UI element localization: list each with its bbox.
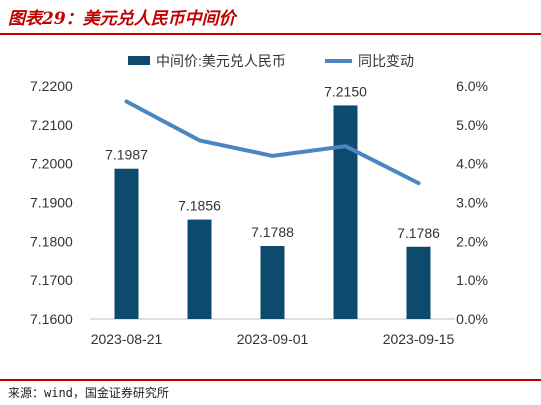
title-divider bbox=[0, 33, 541, 35]
legend-line-label: 同比变动 bbox=[358, 53, 414, 69]
left-axis-tick-label: 7.1800 bbox=[30, 233, 73, 249]
figure-title: 图表29：美元兑人民币中间价 bbox=[8, 9, 236, 29]
right-axis-tick-label: 2.0% bbox=[456, 233, 488, 249]
legend: 中间价:美元兑人民币 同比变动 bbox=[128, 53, 414, 69]
left-axis-tick-label: 7.1700 bbox=[30, 272, 73, 288]
bar-data-label: 7.1788 bbox=[251, 224, 294, 240]
x-axis-tick-label: 2023-08-21 bbox=[91, 331, 163, 347]
yoy-change-line bbox=[124, 99, 421, 186]
x-axis-tick-label: 2023-09-01 bbox=[237, 331, 309, 347]
left-axis-tick-label: 7.2000 bbox=[30, 156, 73, 172]
right-axis-tick-label: 1.0% bbox=[456, 272, 488, 288]
bars bbox=[114, 105, 431, 320]
left-axis-tick-label: 7.1600 bbox=[30, 311, 73, 327]
bar bbox=[187, 219, 212, 319]
legend-bar-swatch bbox=[128, 56, 150, 65]
left-axis: 7.1600 7.1700 7.1800 7.1900 7.2000 7.2100 7.22… bbox=[30, 78, 73, 327]
bar bbox=[406, 246, 431, 319]
x-axis-ticks: 2023-08-21 2023-09-01 2023-09-15 bbox=[91, 331, 455, 347]
right-axis-tick-label: 4.0% bbox=[456, 156, 488, 172]
source-note: 来源：wind，国金证券研究所 bbox=[8, 386, 169, 400]
bar bbox=[114, 168, 139, 319]
bar-data-label: 7.1786 bbox=[397, 225, 440, 241]
chart: 中间价:美元兑人民币 同比变动 7.1600 7.1700 7.1800 7.1900… bbox=[30, 53, 488, 347]
right-axis-tick-label: 3.0% bbox=[456, 195, 488, 211]
bar-data-label: 7.1856 bbox=[178, 198, 221, 214]
right-axis-tick-label: 6.0% bbox=[456, 78, 488, 94]
bar-data-label: 7.2150 bbox=[324, 83, 367, 99]
bar-data-label: 7.1987 bbox=[105, 147, 148, 163]
bar bbox=[260, 245, 285, 319]
right-axis-tick-label: 5.0% bbox=[456, 117, 488, 133]
bar-labels: 7.1987 7.1856 7.1788 7.2150 7.1786 bbox=[105, 83, 440, 240]
left-axis-tick-label: 7.2100 bbox=[30, 117, 73, 133]
legend-bar-label: 中间价:美元兑人民币 bbox=[156, 53, 286, 69]
left-axis-tick-label: 7.1900 bbox=[30, 195, 73, 211]
bar bbox=[333, 105, 358, 320]
x-axis-tick-label: 2023-09-15 bbox=[383, 331, 455, 347]
right-axis: 0.0% 1.0% 2.0% 3.0% 4.0% 5.0% 6.0% bbox=[456, 78, 488, 327]
left-axis-tick-label: 7.2200 bbox=[30, 78, 73, 94]
right-axis-tick-label: 0.0% bbox=[456, 311, 488, 327]
source-divider bbox=[0, 379, 541, 381]
